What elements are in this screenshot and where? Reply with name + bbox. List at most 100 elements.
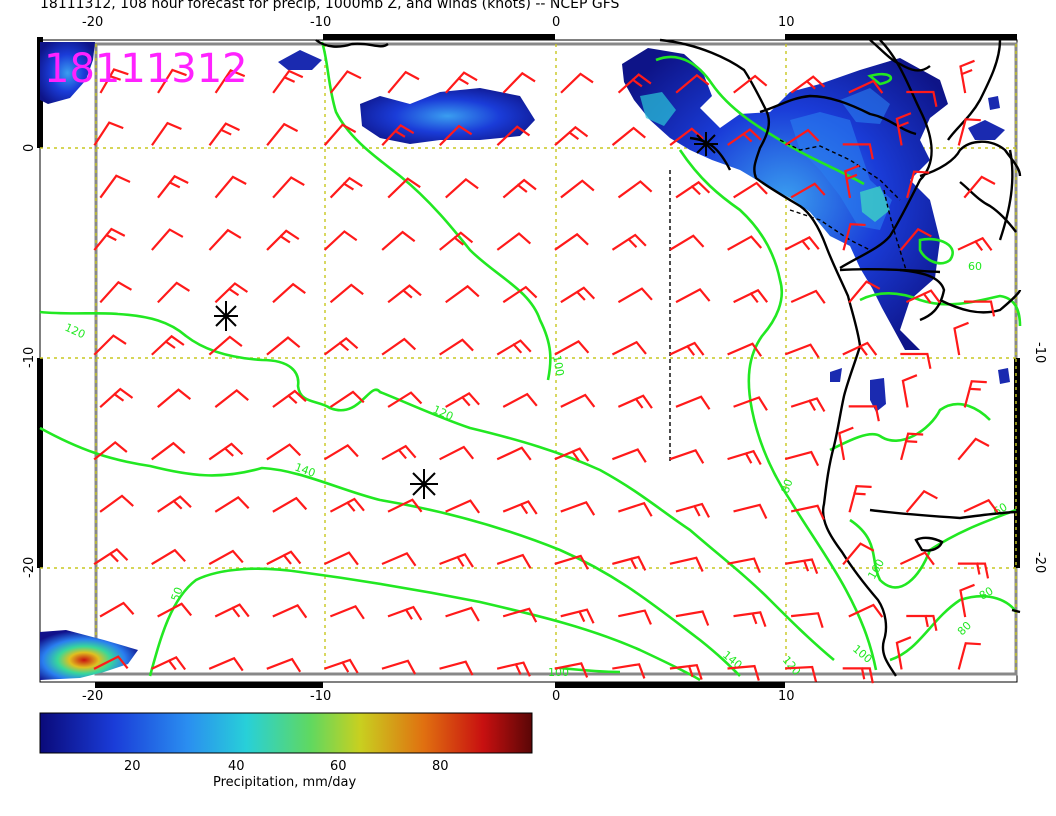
- wind-barb: [905, 489, 938, 513]
- wind-barb: [905, 289, 941, 304]
- wind-barb: [895, 112, 912, 146]
- asterisk-marker: [214, 301, 238, 331]
- wind-barb: [496, 339, 532, 356]
- wind-barb: [99, 601, 135, 618]
- wind-barb: [669, 341, 705, 356]
- wind-barb: [381, 659, 417, 675]
- contour-label: 100: [550, 354, 566, 377]
- colorbar-tick: 40: [228, 759, 245, 774]
- top-tick-label: -10: [310, 15, 331, 30]
- wind-barb: [906, 90, 938, 107]
- wind-barb: [214, 603, 250, 618]
- wind-barb: [733, 74, 768, 94]
- wind-barb: [214, 175, 247, 199]
- wind-barb: [272, 69, 304, 94]
- wind-barb: [266, 550, 302, 566]
- wind-barb: [445, 284, 480, 304]
- low-markers: [214, 132, 718, 499]
- wind-barb: [99, 494, 134, 513]
- wind-barb: [323, 551, 359, 566]
- wind-barb: [901, 374, 918, 408]
- wind-barb: [617, 73, 652, 94]
- wind-barb: [502, 178, 537, 199]
- wind-barb: [93, 121, 124, 146]
- asterisk-marker: [410, 469, 438, 499]
- wind-barb: [842, 341, 878, 356]
- wind-barb: [675, 180, 711, 199]
- wind-barb: [208, 656, 244, 672]
- wind-barb: [502, 392, 538, 408]
- wind-barb: [329, 390, 365, 408]
- contour-label: 80: [779, 477, 796, 495]
- wind-barb: [99, 68, 129, 94]
- colorbar: [39, 712, 533, 754]
- wind-barb: [445, 71, 478, 94]
- left-tick-label: 0: [22, 144, 37, 152]
- contour-label: 80: [977, 584, 996, 602]
- wind-barb: [899, 227, 932, 251]
- wind-barb: [329, 70, 362, 94]
- axis-ticks: -20 -10 0 10 -20 -10 0 10 0 -10 -20 -10 …: [22, 15, 1047, 704]
- wind-barb: [611, 340, 647, 356]
- wind-barb: [93, 440, 128, 461]
- wind-barb: [957, 236, 993, 252]
- wind-barb: [848, 405, 880, 422]
- wind-barb: [675, 73, 710, 94]
- wind-barb: [560, 608, 595, 624]
- wind-barb: [214, 282, 249, 304]
- wind-barb: [784, 450, 820, 467]
- wind-barb: [157, 602, 193, 618]
- wind-barb: [387, 605, 423, 621]
- wind-barb: [323, 443, 359, 461]
- wind-barb: [324, 658, 359, 674]
- wind-barb: [157, 174, 189, 199]
- wind-barb: [151, 121, 182, 146]
- wind-barb: [381, 444, 417, 461]
- wind-barb: [560, 393, 596, 408]
- contour-label: 160: [865, 557, 887, 582]
- contour-label: 60: [968, 260, 982, 273]
- wind-barb: [784, 236, 820, 251]
- wind-barb: [272, 389, 307, 408]
- wind-barb: [208, 549, 244, 566]
- colorbar-tick: 60: [330, 759, 347, 774]
- wind-barb: [895, 636, 912, 670]
- wind-barb: [727, 449, 762, 465]
- wind-barb: [611, 233, 647, 251]
- wind-barb: [844, 164, 860, 199]
- wind-barb: [784, 558, 819, 575]
- wind-barb: [445, 606, 480, 622]
- wind-barb: [560, 286, 596, 304]
- wind-barb: [266, 336, 301, 356]
- z1000-contours: [39, 41, 1022, 682]
- contour-label: 120: [63, 321, 87, 341]
- wind-barb: [99, 280, 133, 304]
- wind-barb: [93, 334, 127, 356]
- wind-barb: [675, 502, 710, 518]
- wind-barb: [669, 127, 704, 146]
- wind-barb: [727, 128, 762, 146]
- wind-barb: [899, 551, 935, 566]
- contour-label: 80: [955, 619, 974, 638]
- wind-barb: [560, 179, 595, 199]
- wind-barb: [214, 388, 249, 408]
- wind-barb: [963, 498, 999, 513]
- wind-barb: [733, 503, 768, 519]
- wind-barb: [906, 614, 938, 631]
- coastlines: [315, 38, 1022, 677]
- wind-barb: [496, 553, 532, 569]
- wind-barb: [784, 343, 820, 359]
- left-tick-label: -10: [22, 347, 37, 368]
- wind-barb: [675, 288, 711, 304]
- wind-barb: [208, 442, 244, 461]
- wind-barb: [957, 437, 990, 461]
- wind-barb: [612, 555, 647, 571]
- wind-barb: [963, 175, 996, 199]
- wind-barb: [266, 229, 300, 251]
- wind-barb: [93, 227, 126, 251]
- wind-barb: [439, 231, 474, 251]
- wind-barb: [439, 445, 475, 461]
- wind-barb: [502, 500, 538, 515]
- wind-barb: [272, 176, 305, 199]
